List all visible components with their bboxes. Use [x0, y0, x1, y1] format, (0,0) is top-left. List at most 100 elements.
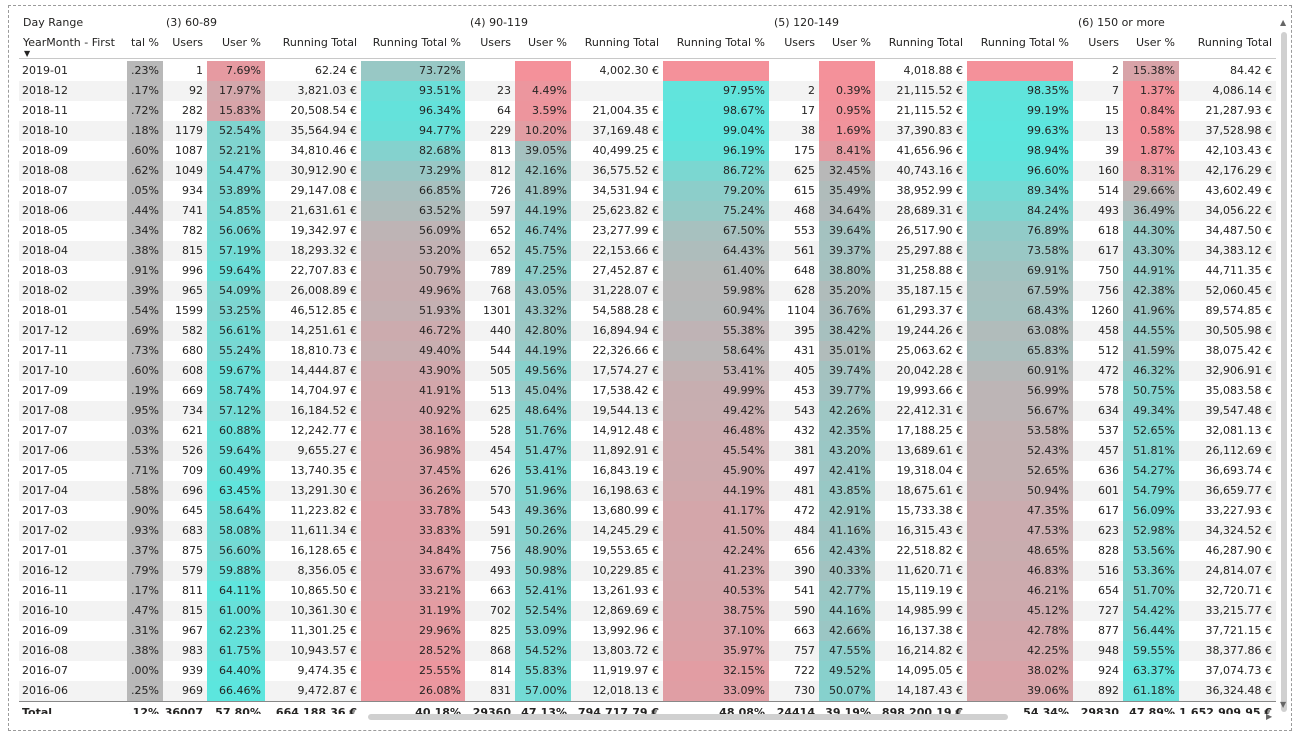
table-cell[interactable]: 42.24% [663, 541, 769, 561]
table-cell[interactable]: 57.19% [207, 241, 265, 261]
row-header[interactable]: 2018-05 [22, 224, 68, 237]
table-cell[interactable]: 42.38% [1123, 281, 1179, 301]
table-cell[interactable]: 38.42% [819, 321, 875, 341]
table-cell[interactable]: .79% [127, 561, 163, 581]
table-cell[interactable]: 14,912.48 € [592, 424, 659, 437]
table-cell[interactable]: 38,952.99 € [896, 184, 963, 197]
table-cell[interactable]: 634 [1098, 404, 1119, 417]
table-cell[interactable]: 47.53% [967, 521, 1073, 541]
table-cell[interactable]: .60% [127, 361, 163, 381]
table-cell[interactable]: 51.81% [1123, 441, 1179, 461]
table-cell[interactable]: .93% [127, 521, 163, 541]
table-cell[interactable]: 44.30% [1123, 221, 1179, 241]
table-cell[interactable]: 615 [794, 184, 815, 197]
table-cell[interactable]: 20,042.28 € [896, 364, 963, 377]
row-header[interactable]: 2017-03 [22, 504, 68, 517]
table-cell[interactable]: 814 [490, 664, 511, 677]
table-cell[interactable]: 54.85% [207, 201, 265, 221]
table-cell[interactable]: 1260 [1091, 304, 1119, 317]
row-header[interactable]: 2017-09 [22, 384, 68, 397]
table-cell[interactable]: 89,574.85 € [1205, 304, 1272, 317]
table-cell[interactable]: 21,287.93 € [1205, 104, 1272, 117]
table-cell[interactable]: 472 [1098, 364, 1119, 377]
table-cell[interactable]: 229 [490, 124, 511, 137]
column-header[interactable]: Users [1088, 36, 1119, 49]
table-cell[interactable]: 14,985.99 € [896, 604, 963, 617]
table-cell[interactable]: 58.64% [663, 341, 769, 361]
table-cell[interactable]: 14,245.29 € [592, 524, 659, 537]
table-cell[interactable]: 654 [1098, 584, 1119, 597]
table-cell[interactable]: 11,223.82 € [290, 504, 357, 517]
table-cell[interactable]: 52.54% [515, 601, 571, 621]
table-cell[interactable]: 741 [182, 204, 203, 217]
table-cell[interactable]: 55.38% [663, 321, 769, 341]
table-cell[interactable]: 33.21% [361, 581, 465, 601]
row-header[interactable]: 2018-04 [22, 244, 68, 257]
table-cell[interactable]: 54.42% [1123, 601, 1179, 621]
table-cell[interactable]: 15 [1105, 104, 1119, 117]
table-cell[interactable]: .25% [127, 681, 163, 701]
table-cell[interactable]: 14,095.05 € [896, 664, 963, 677]
table-cell[interactable]: 49.56% [515, 361, 571, 381]
table-cell[interactable]: 4,086.14 € [1212, 84, 1272, 97]
table-cell[interactable]: .17% [127, 581, 163, 601]
table-cell[interactable]: 648 [794, 264, 815, 277]
table-cell[interactable]: 37,169.48 € [592, 124, 659, 137]
column-header[interactable]: Users [480, 36, 511, 49]
table-cell[interactable]: 782 [182, 224, 203, 237]
column-header[interactable]: Running Total [584, 36, 659, 49]
table-cell[interactable]: 663 [794, 624, 815, 637]
table-cell[interactable]: 42,103.43 € [1205, 144, 1272, 157]
table-cell[interactable]: 38.02% [967, 661, 1073, 681]
table-cell[interactable]: 73.58% [967, 241, 1073, 261]
table-cell[interactable]: .37% [127, 541, 163, 561]
table-cell[interactable]: 39.37% [819, 241, 875, 261]
table-cell[interactable]: .62% [127, 161, 163, 181]
table-cell[interactable]: 601 [1098, 484, 1119, 497]
table-cell[interactable]: 663 [490, 584, 511, 597]
table-cell[interactable]: 43.32% [515, 301, 571, 321]
table-cell[interactable]: 13,291.30 € [290, 484, 357, 497]
table-cell[interactable]: 497 [794, 464, 815, 477]
table-cell[interactable]: 56.67% [967, 401, 1073, 421]
table-cell[interactable]: 11,620.71 € [896, 564, 963, 577]
table-cell[interactable]: 815 [182, 604, 203, 617]
table-cell[interactable]: 96.60% [967, 161, 1073, 181]
table-cell[interactable]: 645 [182, 504, 203, 517]
table-cell[interactable]: 22,707.83 € [290, 264, 357, 277]
table-cell[interactable]: 38.75% [663, 601, 769, 621]
table-cell[interactable]: 36,324.48 € [1205, 684, 1272, 697]
table-cell[interactable]: 15.83% [207, 101, 265, 121]
table-cell[interactable]: 38,377.86 € [1205, 644, 1272, 657]
table-cell[interactable]: 31,228.07 € [592, 284, 659, 297]
table-cell[interactable]: 99.04% [663, 121, 769, 141]
table-cell[interactable]: 175 [794, 144, 815, 157]
table-cell[interactable]: 27,452.87 € [592, 264, 659, 277]
column-group-header[interactable]: (6) 150 or more [1078, 16, 1165, 29]
table-cell[interactable]: 51.93% [361, 301, 465, 321]
table-cell[interactable]: 37,390.83 € [896, 124, 963, 137]
table-cell[interactable]: 84.24% [967, 201, 1073, 221]
table-cell[interactable]: 621 [182, 424, 203, 437]
table-cell[interactable]: .90% [127, 501, 163, 521]
table-cell[interactable]: 26,008.89 € [290, 284, 357, 297]
table-cell[interactable]: 52,060.45 € [1205, 284, 1272, 297]
table-cell[interactable]: 484 [794, 524, 815, 537]
table-cell[interactable]: 61,293.37 € [896, 304, 963, 317]
table-cell[interactable]: 41,656.96 € [896, 144, 963, 157]
table-cell[interactable]: .91% [127, 261, 163, 281]
table-cell[interactable]: 825 [490, 624, 511, 637]
table-cell[interactable]: 1.69% [819, 121, 875, 141]
table-cell[interactable]: 528 [490, 424, 511, 437]
table-cell[interactable]: 41.89% [515, 181, 571, 201]
table-cell[interactable]: .72% [127, 101, 163, 121]
table-cell[interactable]: 49.99% [663, 381, 769, 401]
table-cell[interactable]: 96.19% [663, 141, 769, 161]
table-cell[interactable]: 1301 [483, 304, 511, 317]
table-cell[interactable]: 59.55% [1123, 641, 1179, 661]
table-cell[interactable]: 89.34% [967, 181, 1073, 201]
table-cell[interactable]: 58.74% [207, 381, 265, 401]
table-cell[interactable]: 514 [1098, 184, 1119, 197]
table-cell[interactable] [571, 81, 663, 101]
table-cell[interactable]: 18,293.32 € [290, 244, 357, 257]
